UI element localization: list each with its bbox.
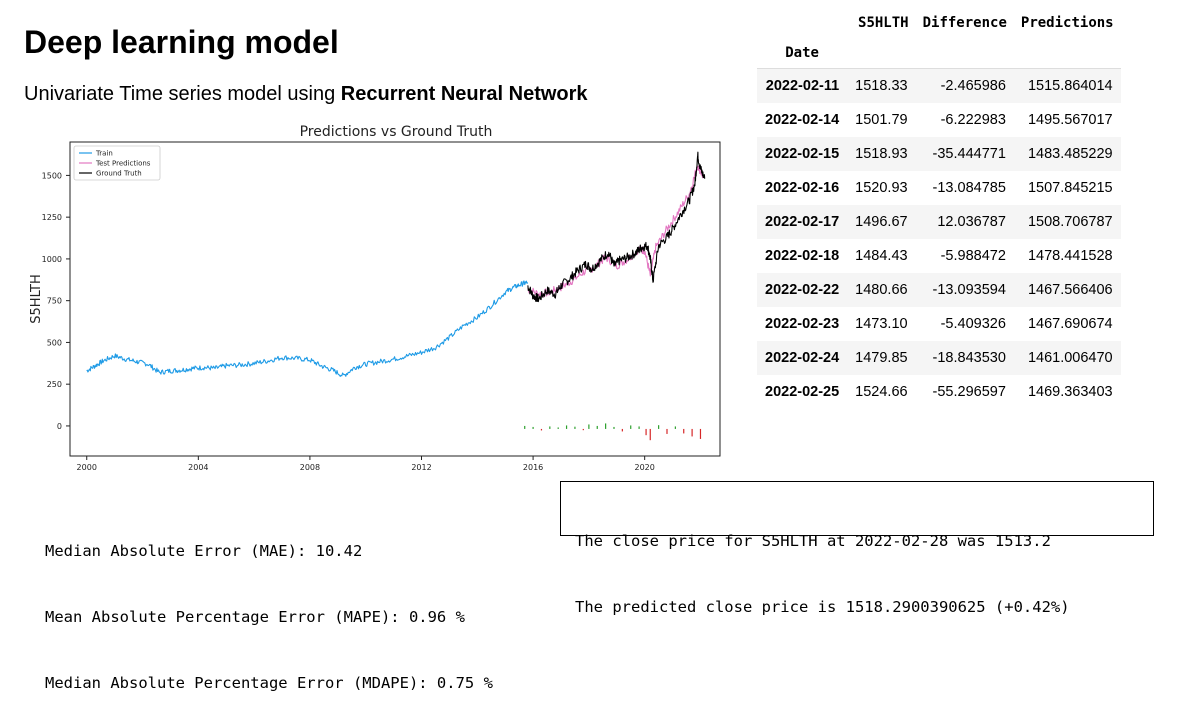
row-date: 2022-02-16 xyxy=(765,180,840,196)
cell-difference: -13.093594 xyxy=(932,282,1006,298)
header-s5hlth: S5HLTH xyxy=(858,15,909,31)
cell-s5hlth: 1520.93 xyxy=(855,180,908,196)
difference-bars xyxy=(524,423,702,441)
cell-difference: -2.465986 xyxy=(940,78,1006,94)
y-tick-label: 250 xyxy=(47,380,62,389)
table-row: 2022-02-17 1496.67 12.036787 1508.706787 xyxy=(757,205,1121,239)
cell-prediction: 1508.706787 xyxy=(1027,214,1113,230)
table-row: 2022-02-11 1518.33 -2.465986 1515.864014 xyxy=(757,68,1121,103)
predictions-table: S5HLTH Difference Predictions Date 2022-… xyxy=(757,8,1121,409)
x-tick-label: 2012 xyxy=(411,463,431,472)
y-tick-label: 750 xyxy=(47,297,62,306)
prediction-result-box: The close price for S5HLTH at 2022-02-28… xyxy=(560,481,1154,616)
y-tick-label: 1250 xyxy=(42,213,62,222)
cell-s5hlth: 1480.66 xyxy=(855,282,908,298)
legend-label: Train xyxy=(95,150,113,158)
table-row: 2022-02-22 1480.66 -13.093594 1467.566406 xyxy=(757,273,1121,307)
x-tick-label: 2008 xyxy=(300,463,320,472)
cell-difference: -35.444771 xyxy=(932,146,1006,162)
cell-difference: -6.222983 xyxy=(940,112,1006,128)
axis-ticks: 2000 2004 2008 2012 2016 2020 0 250 500 750 1000 12… xyxy=(42,171,655,472)
table-row: 2022-02-25 1524.66 -55.296597 1469.363403 xyxy=(757,375,1121,409)
header-predictions: Predictions xyxy=(1020,15,1114,31)
cell-prediction: 1469.363403 xyxy=(1027,384,1113,400)
plot-frame xyxy=(69,141,721,457)
row-date: 2022-02-18 xyxy=(765,248,840,264)
x-tick-label: 2020 xyxy=(634,463,654,472)
predictions-table-wrap: S5HLTH Difference Predictions Date 2022-… xyxy=(757,8,1121,409)
row-date: 2022-02-15 xyxy=(765,146,840,162)
row-date: 2022-02-22 xyxy=(765,282,840,298)
cell-difference: -5.409326 xyxy=(940,316,1006,332)
y-tick-label: 0 xyxy=(57,422,62,431)
table-row: 2022-02-18 1484.43 -5.988472 1478.441528 xyxy=(757,239,1121,273)
error-metrics: Median Absolute Error (MAE): 10.42 Mean … xyxy=(45,496,493,716)
row-date: 2022-02-25 xyxy=(765,384,840,400)
series-line-train xyxy=(86,280,529,377)
page-title: Deep learning model xyxy=(24,24,339,60)
cell-s5hlth: 1484.43 xyxy=(855,248,908,264)
header-blank xyxy=(757,8,847,38)
cell-prediction: 1507.845215 xyxy=(1027,180,1113,196)
y-tick-label: 500 xyxy=(47,338,62,347)
x-tick-label: 2000 xyxy=(77,463,97,472)
cell-difference: 12.036787 xyxy=(937,214,1006,230)
table-row: 2022-02-14 1501.79 -6.222983 1495.567017 xyxy=(757,103,1121,137)
row-date: 2022-02-14 xyxy=(765,112,840,128)
cell-s5hlth: 1479.85 xyxy=(855,350,908,366)
cell-difference: -13.084785 xyxy=(932,180,1006,196)
y-tick-label: 1500 xyxy=(42,171,62,180)
cell-prediction: 1467.690674 xyxy=(1027,316,1113,332)
row-date: 2022-02-11 xyxy=(765,78,840,94)
cell-difference: -5.988472 xyxy=(940,248,1006,264)
metric-mdape: Median Absolute Percentage Error (MDAPE)… xyxy=(45,674,493,692)
legend-label: Test Predictions xyxy=(95,160,151,168)
row-date: 2022-02-23 xyxy=(765,316,840,332)
row-date: 2022-02-17 xyxy=(765,214,840,230)
subtitle-prefix: Univariate Time series model using xyxy=(24,83,341,105)
cell-s5hlth: 1524.66 xyxy=(855,384,908,400)
page-subtitle: Univariate Time series model using Recur… xyxy=(24,83,588,106)
close-price-line: The close price for S5HLTH at 2022-02-28… xyxy=(575,532,1051,550)
table-header-row: S5HLTH Difference Predictions xyxy=(757,8,1121,38)
cell-s5hlth: 1518.33 xyxy=(855,78,908,94)
x-tick-label: 2016 xyxy=(523,463,543,472)
series-line-test-predictions xyxy=(527,165,704,298)
cell-prediction: 1515.864014 xyxy=(1027,78,1113,94)
y-axis-label: S5HLTH xyxy=(29,274,44,323)
cell-s5hlth: 1518.93 xyxy=(855,146,908,162)
series-lines xyxy=(86,151,706,377)
table-row: 2022-02-24 1479.85 -18.843530 1461.006470 xyxy=(757,341,1121,375)
chart-svg: Predictions vs Ground Truth S5HLTH 2000 2… xyxy=(29,124,721,472)
cell-prediction: 1483.485229 xyxy=(1027,146,1113,162)
metric-mape: Mean Absolute Percentage Error (MAPE): 0… xyxy=(45,608,465,626)
row-date: 2022-02-24 xyxy=(765,350,840,366)
chart-title: Predictions vs Ground Truth xyxy=(300,124,493,140)
table-index-row: Date xyxy=(757,38,1121,69)
predictions-chart: Predictions vs Ground Truth S5HLTH 2000 2… xyxy=(26,118,726,480)
chart-legend: Train Test Predictions Ground Truth xyxy=(73,145,161,181)
series-line-ground-truth xyxy=(527,151,706,303)
cell-s5hlth: 1496.67 xyxy=(855,214,908,230)
legend-label: Ground Truth xyxy=(96,170,142,178)
table-row: 2022-02-16 1520.93 -13.084785 1507.845215 xyxy=(757,171,1121,205)
header-difference: Difference xyxy=(922,15,1007,31)
cell-s5hlth: 1501.79 xyxy=(855,112,908,128)
table-row: 2022-02-15 1518.93 -35.444771 1483.485229 xyxy=(757,137,1121,171)
cell-prediction: 1495.567017 xyxy=(1027,112,1113,128)
predicted-price-line: The predicted close price is 1518.290039… xyxy=(575,598,1070,616)
header-date: Date xyxy=(785,45,819,61)
y-tick-label: 1000 xyxy=(42,255,62,264)
legend-box xyxy=(73,145,161,181)
cell-difference: -18.843530 xyxy=(932,350,1006,366)
cell-prediction: 1478.441528 xyxy=(1027,248,1113,264)
cell-prediction: 1467.566406 xyxy=(1027,282,1113,298)
cell-prediction: 1461.006470 xyxy=(1027,350,1113,366)
cell-difference: -55.296597 xyxy=(932,384,1006,400)
cell-s5hlth: 1473.10 xyxy=(855,316,908,332)
table-row: 2022-02-23 1473.10 -5.409326 1467.690674 xyxy=(757,307,1121,341)
subtitle-bold: Recurrent Neural Network xyxy=(340,83,588,105)
metric-mae: Median Absolute Error (MAE): 10.42 xyxy=(45,542,363,560)
x-tick-label: 2004 xyxy=(188,463,208,472)
